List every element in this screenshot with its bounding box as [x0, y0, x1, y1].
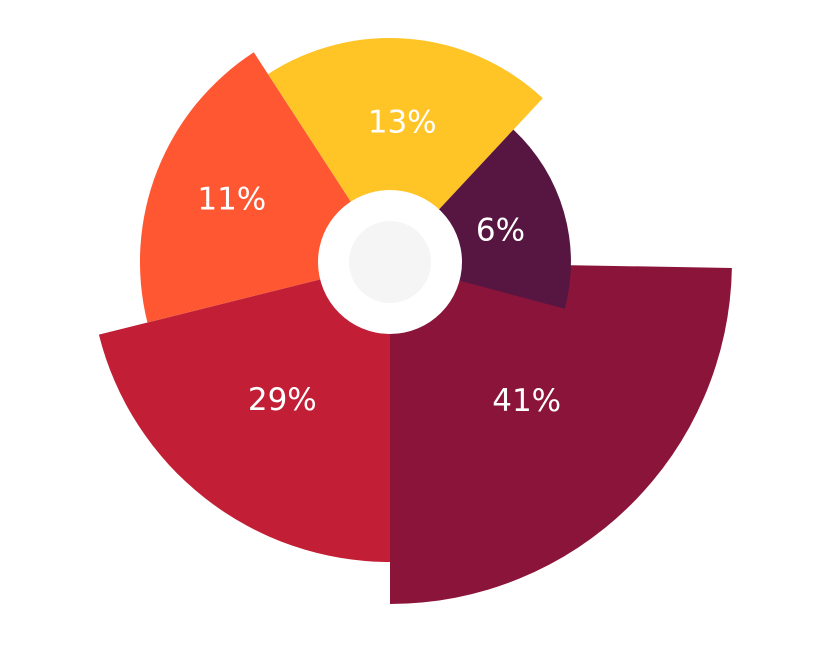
slice-label-13: 13%: [368, 105, 437, 141]
slice-label-11: 11%: [197, 182, 266, 218]
labels-layer: 41% 29% 11% 13% 6%: [197, 105, 561, 420]
slice-41: [390, 262, 732, 604]
slice-13: [268, 37, 543, 263]
slice-29: [98, 262, 391, 562]
center-hole-inner: [349, 221, 431, 303]
slices-layer: [98, 37, 732, 604]
slice-label-29: 29%: [248, 382, 317, 418]
slice-label-41: 41%: [492, 383, 561, 419]
slice-label-6: 6%: [476, 212, 525, 248]
